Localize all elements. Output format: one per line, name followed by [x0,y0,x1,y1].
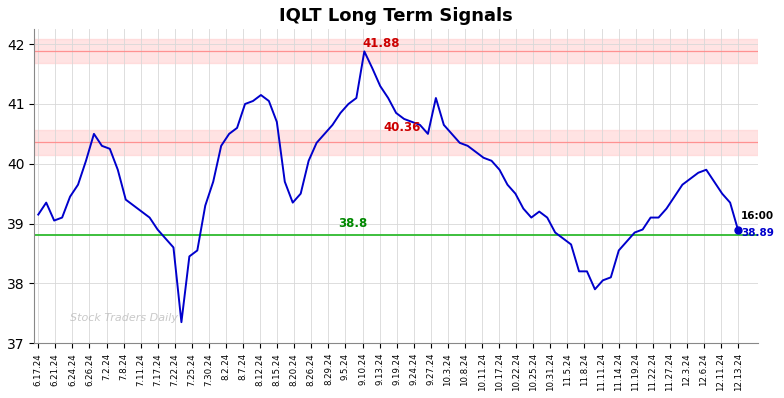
Text: 41.88: 41.88 [362,37,400,50]
Bar [34,39,758,63]
Text: 38.89: 38.89 [741,228,774,238]
Text: Stock Traders Daily: Stock Traders Daily [71,313,179,323]
Point [731,227,744,233]
Text: 38.8: 38.8 [339,217,368,230]
Bar [34,130,758,155]
Title: IQLT Long Term Signals: IQLT Long Term Signals [279,7,513,25]
Text: 16:00: 16:00 [741,211,775,221]
Text: 40.36: 40.36 [383,121,421,134]
